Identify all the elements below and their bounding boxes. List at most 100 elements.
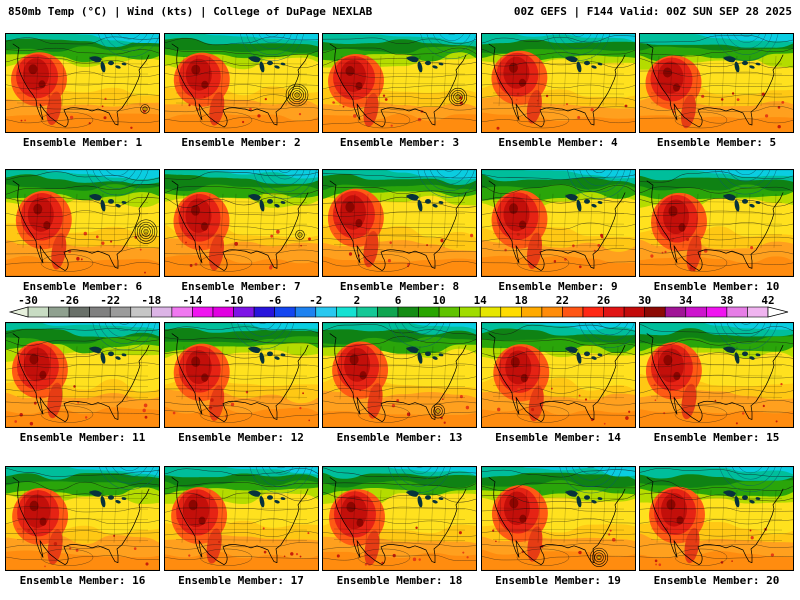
ensemble-panel-9: Ensemble Member: 9: [480, 169, 636, 293]
colorbar-segment: [27, 306, 49, 318]
ensemble-panel-17: Ensemble Member: 17: [163, 466, 319, 587]
ensemble-map-9: [480, 169, 636, 277]
colorbar-tick-label: 22: [556, 294, 569, 307]
ensemble-member-label: Ensemble Member: 6: [22, 280, 143, 293]
ensemble-panel-16: Ensemble Member: 16: [5, 466, 160, 587]
ensemble-member-label: Ensemble Member: 18: [336, 574, 463, 587]
ensemble-member-label: Ensemble Member: 13: [336, 431, 463, 444]
colorbar-tick-label: 18: [515, 294, 528, 307]
colorbar-left-arrow: [8, 306, 29, 318]
ensemble-panel-5: Ensemble Member: 5: [639, 33, 794, 149]
colorbar-segment: [459, 306, 481, 318]
colorbar-tick-label: -6: [268, 294, 282, 307]
colorbar-tick-label: 14: [474, 294, 488, 307]
ensemble-row-3: Ensemble Member: 11 Ensemble Member: 12 En…: [5, 322, 794, 444]
ensemble-row-4: Ensemble Member: 16 Ensemble Member: 17 En…: [5, 466, 794, 587]
colorbar-segment: [397, 306, 419, 318]
colorbar-tick-label: 26: [597, 294, 611, 307]
ensemble-member-label: Ensemble Member: 3: [339, 136, 460, 149]
ensemble-map-13: [322, 322, 477, 428]
colorbar-segment: [623, 306, 645, 318]
ensemble-map-11: [5, 322, 160, 428]
ensemble-map-7: [163, 169, 319, 277]
product-title: 850mb Temp (°C) | Wind (kts) | College o…: [8, 5, 373, 18]
colorbar-segment: [479, 306, 502, 318]
colorbar-segment: [418, 306, 440, 318]
colorbar-segment: [664, 306, 687, 318]
ensemble-map-4: [480, 33, 636, 133]
ensemble-panel-2: Ensemble Member: 2: [163, 33, 319, 149]
colorbar-tick-label: -26: [59, 294, 79, 307]
colorbar-segment: [48, 306, 70, 318]
colorbar-tick-label: 2: [354, 294, 361, 307]
ensemble-member-label: Ensemble Member: 2: [181, 136, 301, 149]
ensemble-map-5: [639, 33, 794, 133]
ensemble-map-15: [639, 322, 794, 428]
ensemble-member-label: Ensemble Member: 11: [19, 431, 146, 444]
ensemble-row-2: Ensemble Member: 6 Ensemble Member: 7 Ense…: [5, 169, 794, 293]
ensemble-map-20: [639, 466, 794, 571]
colorbar-tick-label: 42: [761, 294, 774, 307]
ensemble-member-label: Ensemble Member: 12: [178, 431, 304, 444]
ensemble-panel-20: Ensemble Member: 20: [639, 466, 794, 587]
colorbar-tick-label: -18: [141, 294, 161, 307]
ensemble-map-17: [163, 466, 319, 571]
colorbar-segment: [274, 306, 296, 318]
ensemble-panel-13: Ensemble Member: 13: [322, 322, 477, 444]
colorbar-segment: [356, 306, 378, 318]
temperature-colorbar-scale: -30 -26 -22 -18 -14 -10 -6 -2 2 6 10 14 18 22 26 30 34 38…: [8, 294, 789, 318]
colorbar-segment: [171, 306, 193, 318]
colorbar-segment: [521, 306, 543, 318]
colorbar-tick-label: -14: [182, 294, 202, 307]
ensemble-member-label: Ensemble Member: 20: [653, 574, 780, 587]
ensemble-member-label: Ensemble Member: 10: [653, 280, 780, 293]
colorbar-tick-label: 10: [432, 294, 445, 307]
ensemble-panel-18: Ensemble Member: 18: [322, 466, 477, 587]
colorbar-segment: [438, 306, 460, 318]
ensemble-map-10: [639, 169, 794, 277]
colorbar-segment: [603, 306, 625, 318]
colorbar-segment: [336, 306, 358, 318]
ensemble-panel-6: Ensemble Member: 6: [5, 169, 160, 293]
ensemble-member-label: Ensemble Member: 9: [498, 280, 618, 293]
colorbar-segment: [89, 306, 111, 318]
ensemble-member-label: Ensemble Member: 17: [178, 574, 304, 587]
ensemble-map-14: [480, 322, 636, 428]
colorbar-segment: [68, 306, 90, 318]
colorbar-segment: [685, 306, 707, 318]
ensemble-member-label: Ensemble Member: 19: [495, 574, 621, 587]
colorbar-segment: [582, 306, 604, 318]
ensemble-row-1: Ensemble Member: 1 Ensemble Member: 2 Ense…: [5, 33, 794, 149]
colorbar-segment: [151, 306, 173, 318]
ensemble-map-3: [322, 33, 477, 133]
colorbar-segment: [562, 306, 584, 318]
colorbar-segment: [192, 306, 214, 318]
ensemble-map-2: [163, 33, 319, 133]
ensemble-panel-19: Ensemble Member: 19: [480, 466, 636, 587]
colorbar-segment: [315, 306, 337, 318]
ensemble-map-12: [163, 322, 319, 428]
ensemble-map-18: [322, 466, 477, 571]
ensemble-panel-3: Ensemble Member: 3: [322, 33, 477, 149]
ensemble-member-label: Ensemble Member: 16: [19, 574, 146, 587]
run-valid-time: 00Z GEFS | F144 Valid: 00Z SUN SEP 28 20…: [513, 5, 792, 18]
ensemble-member-label: Ensemble Member: 1: [22, 136, 143, 149]
colorbar-segment: [233, 306, 255, 318]
ensemble-panel-15: Ensemble Member: 15: [639, 322, 794, 444]
ensemble-map-8: [322, 169, 477, 277]
colorbar-segment: [377, 306, 399, 318]
colorbar-tick-label: -30: [18, 294, 38, 307]
colorbar-tick-label: -22: [100, 294, 120, 307]
colorbar-segment: [706, 306, 728, 318]
colorbar-segment: [253, 306, 275, 318]
colorbar-tick-label: 6: [395, 294, 402, 307]
colorbar-segment: [726, 306, 748, 318]
colorbar-segment: [130, 306, 152, 318]
colorbar-segment: [541, 306, 563, 318]
ensemble-panel-4: Ensemble Member: 4: [480, 33, 636, 149]
ensemble-map-16: [5, 466, 160, 571]
ensemble-panel-7: Ensemble Member: 7: [163, 169, 319, 293]
header: 850mb Temp (°C) | Wind (kts) | College o…: [8, 5, 792, 18]
colorbar-tick-label: 34: [679, 294, 693, 307]
